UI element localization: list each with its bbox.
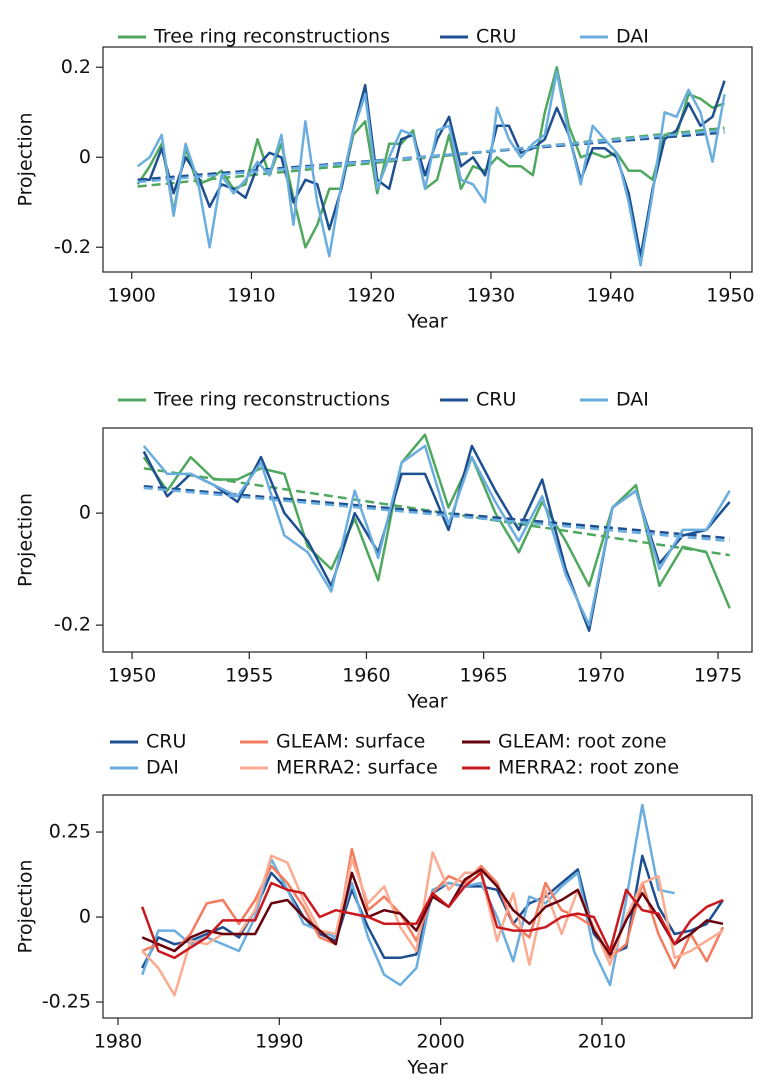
legend-label: GLEAM: surface: [276, 731, 425, 753]
y-axis-label: Projection: [15, 493, 37, 587]
series-line: [137, 80, 726, 258]
plot-frame: [102, 46, 753, 273]
y-tick-label: 0.25: [49, 821, 91, 843]
y-tick-label: 0: [79, 146, 91, 168]
legend-label: DAI: [146, 757, 179, 779]
x-tick-label: 1900: [108, 285, 156, 307]
x-axis-label: Year: [406, 311, 447, 333]
legend-label: DAI: [616, 389, 649, 411]
x-tick-label: 1960: [342, 665, 390, 687]
y-tick-label: -0.2: [54, 614, 91, 636]
series-line: [136, 66, 725, 249]
legend-label: Tree ring reconstructions: [153, 389, 390, 411]
legend-label: Tree ring reconstructions: [153, 26, 390, 48]
series-line: [141, 847, 725, 970]
x-tick-label: 1920: [347, 285, 395, 307]
plot-frame: [102, 794, 753, 1019]
y-tick-label: 0: [79, 906, 91, 928]
trend-line: [143, 486, 730, 543]
x-tick-label: 2000: [416, 1031, 464, 1053]
y-tick-label: 0: [79, 502, 91, 524]
legend-label: MERRA2: root zone: [498, 757, 679, 779]
series-line: [141, 871, 724, 960]
legend-label: GLEAM: root zone: [498, 731, 667, 753]
y-tick-label: -0.2: [54, 236, 91, 258]
x-tick-label: 1980: [94, 1031, 142, 1053]
x-tick-label: 1910: [227, 285, 275, 307]
series-line: [141, 868, 724, 956]
x-tick-label: 1930: [467, 285, 515, 307]
y-axis-label: Projection: [15, 113, 37, 207]
series-line: [136, 70, 726, 267]
y-tick-label: -0.25: [42, 991, 91, 1013]
x-tick-label: 1950: [706, 285, 754, 307]
legend-label: CRU: [476, 26, 516, 48]
x-tick-label: 1975: [694, 665, 742, 687]
series-line: [142, 433, 731, 609]
x-tick-label: 1970: [577, 665, 625, 687]
legend-label: CRU: [476, 389, 516, 411]
x-tick-label: 2010: [578, 1031, 626, 1053]
series-line: [141, 803, 675, 987]
x-tick-label: 1990: [255, 1031, 303, 1053]
legend-label: DAI: [616, 26, 649, 48]
x-tick-label: 1940: [587, 285, 635, 307]
y-tick-label: 0.2: [61, 56, 91, 78]
x-tick-label: 1955: [225, 665, 273, 687]
x-tick-label: 1950: [108, 665, 156, 687]
legend-label: CRU: [146, 731, 186, 753]
series-line: [141, 851, 724, 997]
y-axis-label: Projection: [15, 860, 37, 954]
series-line: [142, 444, 731, 627]
x-axis-label: Year: [406, 691, 447, 713]
x-axis-label: Year: [406, 1057, 447, 1079]
x-tick-label: 1965: [459, 665, 507, 687]
plot-frame: [102, 427, 753, 653]
legend-label: MERRA2: surface: [276, 757, 438, 779]
